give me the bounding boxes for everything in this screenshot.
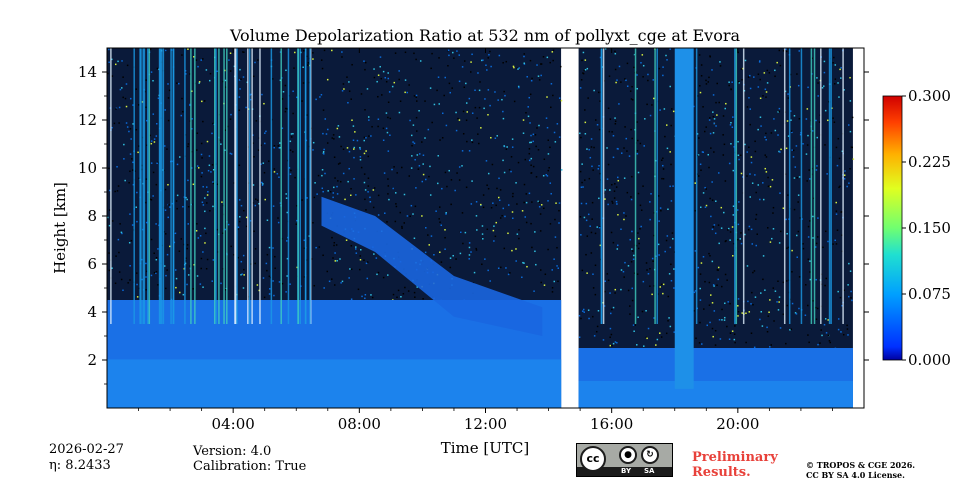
y-tick-label: 2	[87, 351, 97, 369]
copyright-line1: © TROPOS & CGE 2026.	[806, 460, 916, 470]
cc-by-person-icon: ●	[619, 446, 637, 464]
x-tick-label: 20:00	[716, 415, 759, 433]
y-axis-label: Height [km]	[51, 182, 69, 274]
y-tick-label: 8	[87, 207, 97, 225]
footer-date: 2026-02-27	[49, 442, 124, 457]
cc-badge-bar	[577, 467, 672, 476]
noise-speckle	[107, 48, 855, 362]
plot-area	[107, 48, 864, 408]
preliminary-label-line2: Results.	[692, 465, 751, 480]
footer-calibration: Calibration: True	[193, 459, 307, 474]
preliminary-label-line1: Preliminary	[692, 450, 778, 465]
lofted-aerosol-layer	[321, 196, 543, 336]
colorbar	[882, 95, 903, 361]
data-gap	[561, 48, 579, 408]
colorbar-tick-label: 0.075	[908, 285, 951, 303]
y-tick-label: 4	[87, 303, 97, 321]
footer-eta: η: 8.2433	[49, 458, 111, 473]
y-tick-label: 14	[78, 63, 97, 81]
footer-version: Version: 4.0	[193, 444, 272, 459]
cc-logo-icon: cc	[580, 446, 606, 472]
x-tick-label: 16:00	[590, 415, 633, 433]
colorbar-tick-label: 0.000	[908, 351, 951, 369]
chart-title: Volume Depolarization Ratio at 532 nm of…	[229, 26, 741, 45]
x-tick-label: 04:00	[212, 415, 255, 433]
cc-by-text: BY	[621, 467, 632, 475]
colorbar-tick-label: 0.300	[908, 87, 951, 105]
x-tick-label: 12:00	[464, 415, 507, 433]
no-data-region	[852, 48, 864, 408]
bright-column	[674, 48, 694, 389]
cc-sa-share-icon: ↻	[641, 446, 659, 464]
cc-license-badge: cc ● ↻ BY SA	[576, 443, 673, 477]
y-tick-label: 6	[87, 255, 97, 273]
colorbar-tick-label: 0.150	[908, 219, 951, 237]
x-tick-label: 08:00	[338, 415, 381, 433]
copyright-line2: CC BY SA 4.0 License.	[806, 470, 905, 480]
x-axis-label: Time [UTC]	[441, 439, 530, 457]
y-tick-label: 10	[78, 159, 97, 177]
cc-sa-text: SA	[644, 467, 655, 475]
colorbar-tick-label: 0.225	[908, 153, 951, 171]
y-tick-label: 12	[78, 111, 97, 129]
